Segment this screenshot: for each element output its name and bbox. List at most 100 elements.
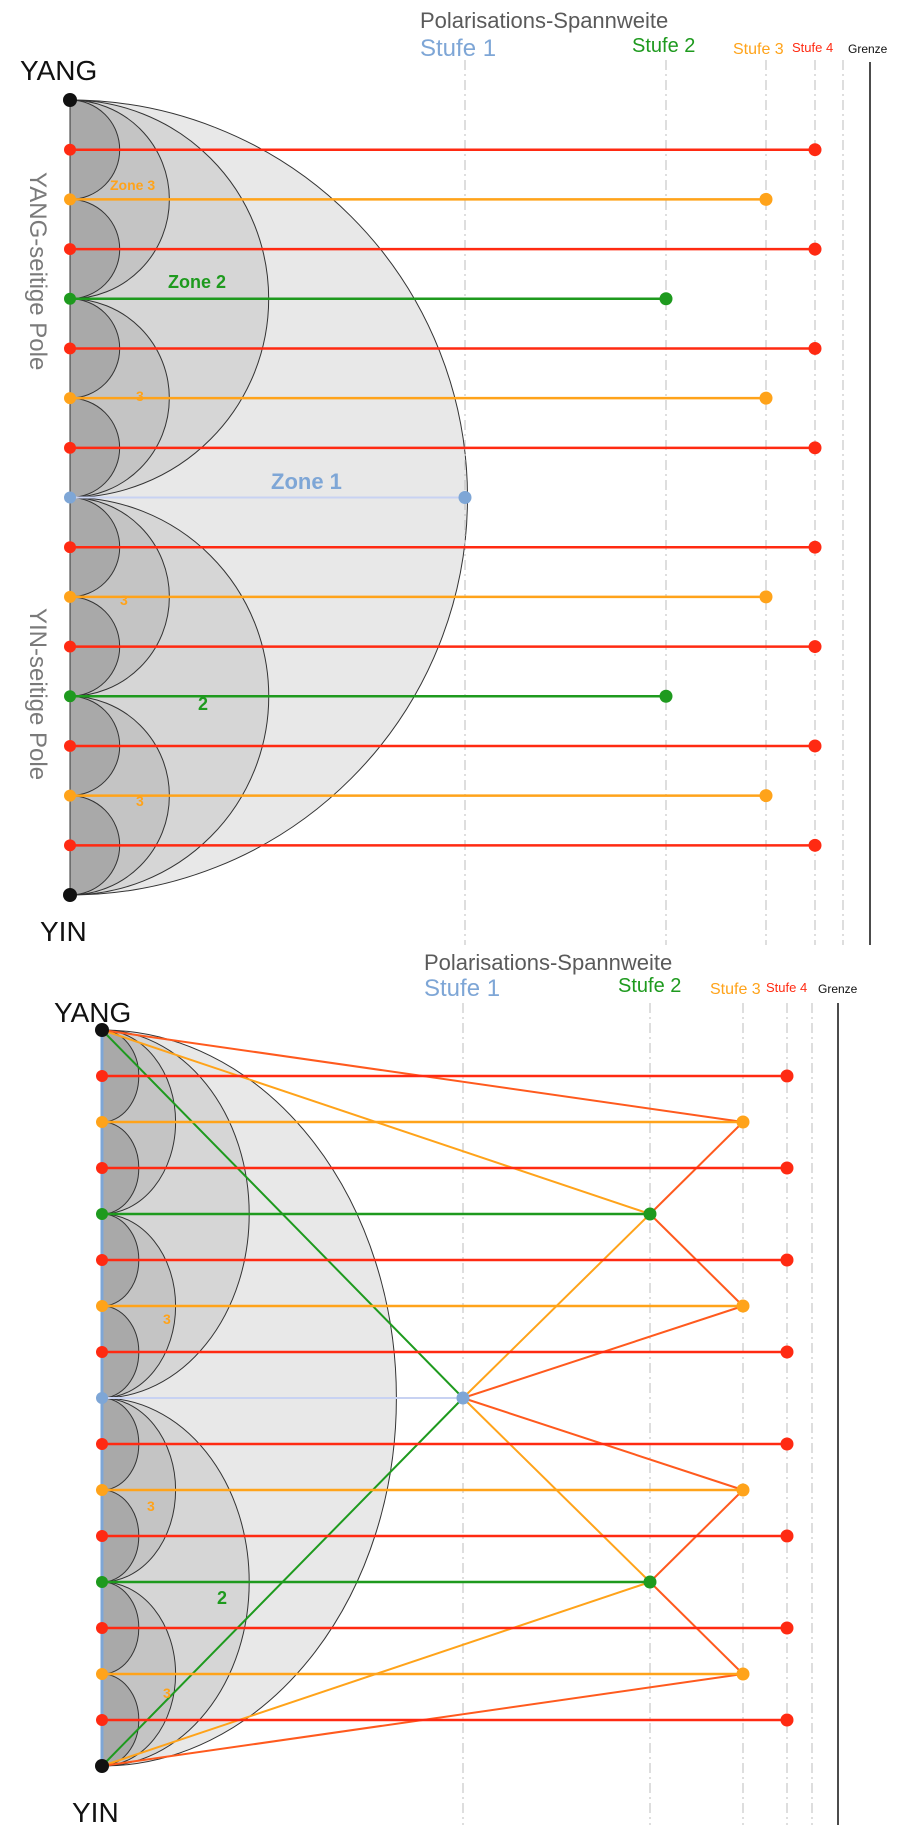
top-zone1-label: Zone 1 [271, 469, 342, 494]
pole-end-dot-stufe4 [808, 341, 822, 355]
pole-end-dot-stufe1 [456, 1391, 470, 1405]
pole-end-dot-stufe4 [808, 441, 822, 455]
bottom-zone3-label-b: 3 [147, 1498, 155, 1514]
top-pole-lines [70, 148, 815, 847]
pole-end-dot-stufe1 [458, 491, 472, 504]
pole-end-dot [63, 93, 77, 107]
pole-start-dot [64, 143, 76, 156]
pole-end-dot-stufe4 [808, 640, 822, 654]
bottom-stufe2-label: Stufe 2 [618, 975, 681, 997]
top-zone3-label-c: 3 [120, 592, 128, 608]
pole-end-dot-stufe3 [759, 789, 773, 803]
pole-end-dot-stufe4 [780, 1529, 794, 1543]
pole-end-dot-stufe4 [780, 1621, 794, 1635]
pole-start-dot [64, 541, 76, 554]
top-stufe1-label: Stufe 1 [420, 35, 496, 62]
top-yang-label: YANG [20, 55, 97, 86]
bottom-panel: Polarisations-Spannweite Stufe 1 Stufe 2… [54, 950, 858, 1825]
bottom-stufe3-label: Stufe 3 [710, 981, 761, 998]
top-panel: Polarisations-Spannweite Stufe 1 Stufe 2… [20, 8, 888, 947]
top-stufe3-label: Stufe 3 [733, 41, 784, 58]
top-pole-dots [63, 93, 822, 902]
top-zone3-label-b: 3 [136, 388, 144, 404]
pole-end-dot-stufe3 [736, 1115, 750, 1129]
pole-start-dot [64, 491, 76, 504]
pole-end-dot-stufe4 [808, 143, 822, 157]
pole-start-dot [64, 441, 76, 454]
pole-start-dot [64, 392, 76, 405]
pole-end-dot-stufe4 [808, 838, 822, 852]
pole-start-dot [64, 292, 76, 305]
pole-start-dot [96, 1576, 108, 1588]
top-stufe4-label: Stufe 4 [792, 40, 833, 55]
pole-start-dot [96, 1530, 108, 1542]
pole-end-dot [95, 1023, 109, 1037]
pole-end-dot-stufe2 [659, 689, 673, 703]
pole-end-dot-stufe4 [780, 1713, 794, 1727]
bottom-yin-label: YIN [72, 1797, 119, 1825]
pole-start-dot [64, 640, 76, 653]
pole-end-dot-stufe3 [759, 590, 773, 604]
bottom-pole-dots [95, 1023, 794, 1773]
top-guide-lines [464, 60, 844, 945]
pole-start-dot [64, 342, 76, 355]
bottom-pole-lines [102, 1074, 787, 1722]
pole-start-dot [96, 1392, 108, 1404]
pole-start-dot [96, 1346, 108, 1358]
bottom-zone2-label: 2 [217, 1588, 227, 1608]
pole-end-dot-stufe2 [643, 1575, 657, 1589]
pole-start-dot [64, 690, 76, 703]
pole-end-dot-stufe4 [808, 739, 822, 753]
pole-end-dot-stufe4 [808, 540, 822, 554]
bottom-zone3-label-a: 3 [163, 1311, 171, 1327]
pole-end-dot [63, 888, 77, 902]
pole-end-dot [95, 1759, 109, 1773]
pole-start-dot [96, 1622, 108, 1634]
bottom-stufe1-label: Stufe 1 [424, 975, 500, 1002]
pole-end-dot-stufe3 [736, 1667, 750, 1681]
top-zone2-label: Zone 2 [168, 272, 226, 292]
pole-start-dot [96, 1484, 108, 1496]
top-yin-side-label: YIN-seitige Pole [24, 608, 51, 780]
bottom-guide-lines [462, 1003, 813, 1825]
bottom-grenze-label: Grenze [818, 982, 858, 996]
pole-end-dot-stufe3 [736, 1483, 750, 1497]
pole-start-dot [96, 1070, 108, 1082]
bottom-yang-label: YANG [54, 997, 131, 1028]
pole-start-dot [96, 1714, 108, 1726]
pole-end-dot-stufe3 [759, 391, 773, 405]
pole-start-dot [64, 739, 76, 752]
pole-end-dot-stufe2 [659, 292, 673, 306]
top-zone2-lower-label: 2 [198, 694, 208, 714]
pole-start-dot [96, 1208, 108, 1220]
pole-end-dot-stufe4 [780, 1253, 794, 1267]
bottom-title: Polarisations-Spannweite [424, 950, 672, 975]
pole-end-dot-stufe4 [780, 1069, 794, 1083]
bottom-stufe4-label: Stufe 4 [766, 980, 807, 995]
top-yin-label: YIN [40, 916, 87, 947]
pole-end-dot-stufe3 [759, 192, 773, 206]
top-stufe2-label: Stufe 2 [632, 35, 695, 57]
top-zone3-label: Zone 3 [110, 177, 155, 193]
pole-end-dot-stufe2 [643, 1207, 657, 1221]
top-title: Polarisations-Spannweite [420, 8, 668, 33]
top-grenze-label: Grenze [848, 42, 888, 56]
pole-start-dot [96, 1116, 108, 1128]
pole-end-dot-stufe4 [780, 1345, 794, 1359]
pole-start-dot [96, 1162, 108, 1174]
pole-end-dot-stufe4 [780, 1161, 794, 1175]
pole-end-dot-stufe3 [736, 1299, 750, 1313]
pole-end-dot-stufe4 [780, 1437, 794, 1451]
pole-start-dot [96, 1300, 108, 1312]
top-zone3-label-d: 3 [136, 793, 144, 809]
pole-start-dot [96, 1668, 108, 1680]
pole-start-dot [64, 839, 76, 852]
pole-start-dot [64, 243, 76, 256]
pole-start-dot [64, 590, 76, 603]
top-yang-side-label: YANG-seitige Pole [24, 172, 51, 370]
pole-start-dot [96, 1254, 108, 1266]
pole-start-dot [64, 789, 76, 802]
pole-start-dot [64, 193, 76, 206]
